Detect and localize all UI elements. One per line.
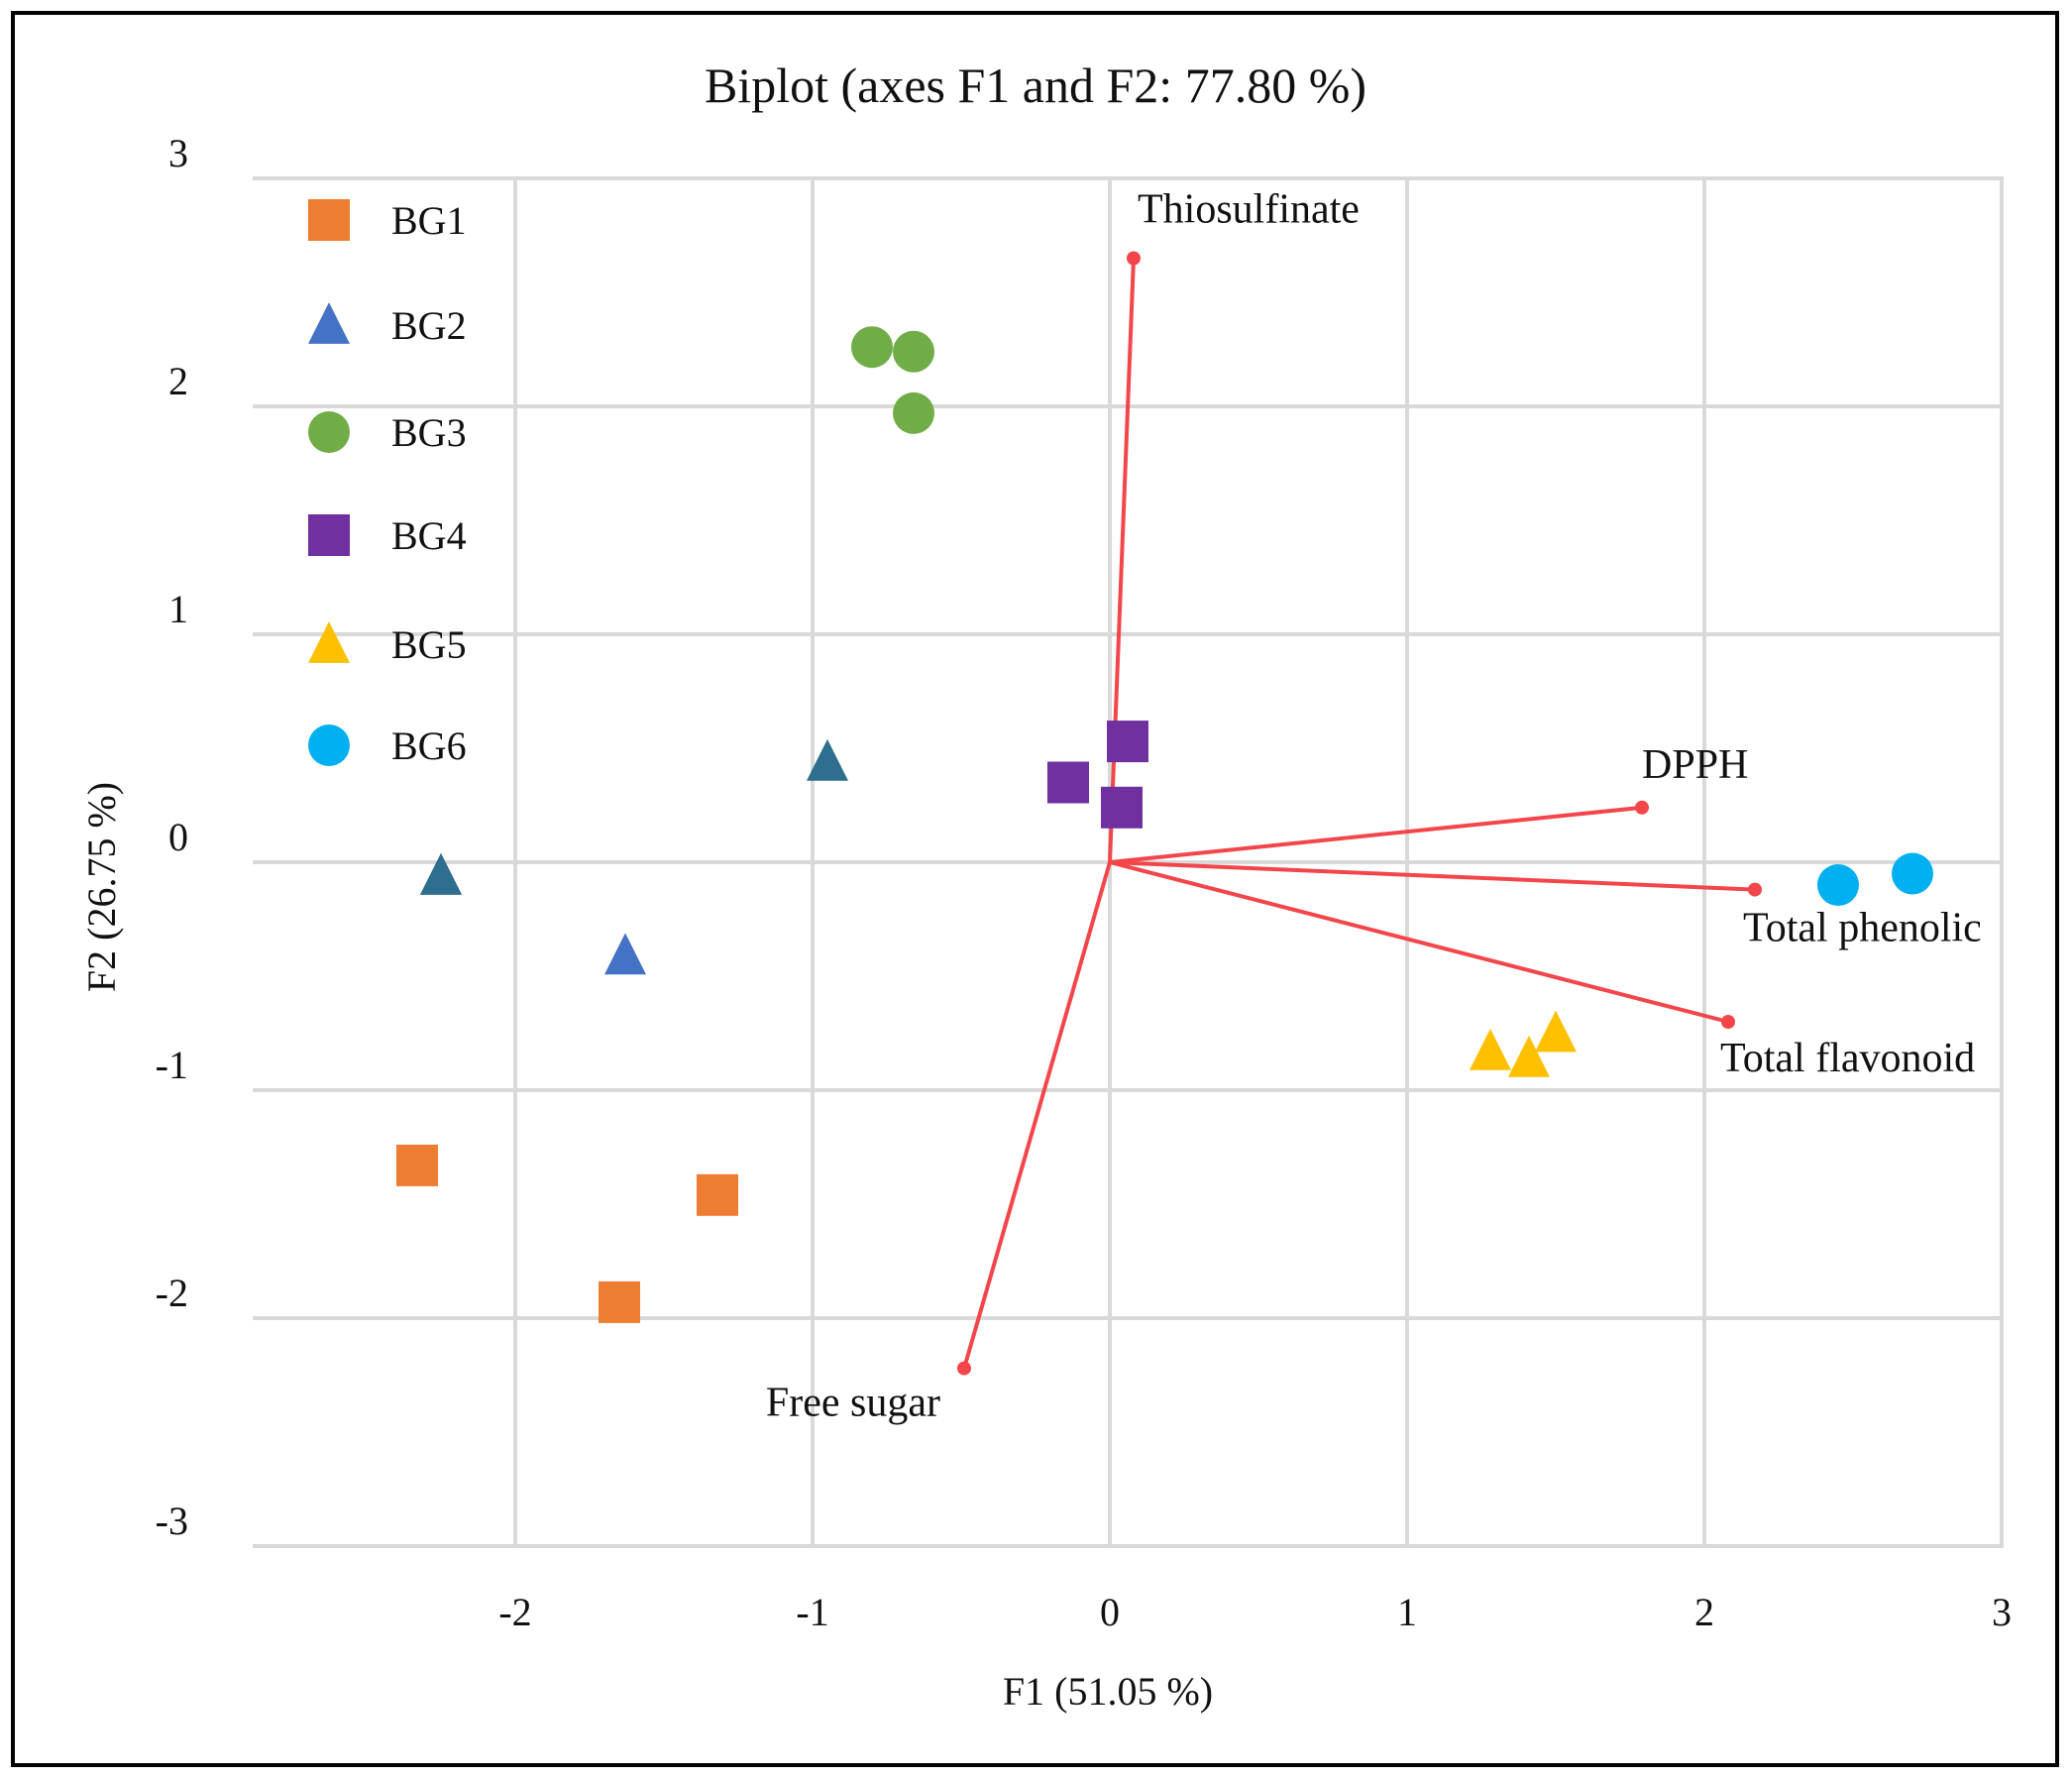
legend-marker-bg5: [308, 621, 350, 663]
y-axis-label: F2 (26.75 %): [79, 782, 124, 992]
legend-label: BG2: [391, 303, 467, 348]
x-tick-label: 3: [1992, 1590, 2012, 1634]
y-tick-label: 3: [168, 131, 188, 175]
x-tick-label: -1: [796, 1590, 828, 1634]
vector-line: [962, 861, 1112, 1370]
vector-endpoint: [957, 1361, 971, 1376]
legend-label: BG3: [391, 410, 467, 455]
y-tick-label: -1: [156, 1043, 188, 1087]
y-tick-label: 1: [168, 587, 188, 631]
legend-label: BG1: [391, 198, 467, 243]
point-bg5: [1508, 1035, 1550, 1077]
vector-line: [1109, 860, 1756, 892]
y-tick-label: -3: [156, 1499, 188, 1543]
legend-marker-bg4: [308, 514, 350, 556]
legend-marker-bg1: [308, 199, 350, 241]
vector-label: Thiosulfinate: [1138, 187, 1360, 233]
vector-label: Free sugar: [766, 1381, 940, 1426]
legend-label: BG5: [391, 622, 467, 667]
point-bg6: [1892, 852, 1933, 895]
tick-labels: -2 -1 0 1 2 3 3 2 1 0 -1 -2 -3: [156, 131, 2012, 1634]
x-axis-label: F1 (51.05 %): [1003, 1669, 1213, 1714]
vector-endpoint: [1127, 251, 1141, 266]
x-tick-label: 2: [1694, 1590, 1714, 1634]
point-bg2-dark: [420, 852, 462, 895]
point-bg3: [893, 391, 934, 434]
vector-line: [1109, 860, 1729, 1024]
vector-label: Total flavonoid: [1720, 1036, 1975, 1081]
y-tick-label: -2: [156, 1271, 188, 1315]
point-bg4: [1047, 761, 1089, 804]
figure-frame: [11, 11, 2059, 1767]
point-bg5: [1470, 1029, 1511, 1070]
point-bg4: [1101, 786, 1143, 829]
data-points: [396, 326, 1933, 1323]
legend-marker-bg6: [308, 724, 350, 766]
point-bg2: [604, 933, 646, 975]
point-bg1: [697, 1173, 738, 1216]
y-tick-label: 0: [168, 815, 188, 859]
x-tick-label: 1: [1397, 1590, 1417, 1634]
legend-marker-bg2: [308, 302, 350, 344]
point-bg2-dark: [807, 738, 848, 781]
point-bg3: [851, 326, 893, 369]
legend-marker-bg3: [308, 411, 350, 453]
vector-endpoint: [1721, 1015, 1735, 1029]
point-bg1: [396, 1144, 438, 1186]
point-bg6: [1817, 864, 1859, 906]
vector-line: [1109, 805, 1643, 864]
legend-label: BG6: [391, 723, 467, 768]
vector-label: Total phenolic: [1743, 906, 1982, 951]
vector-label: DPPH: [1642, 742, 1748, 788]
vector-endpoint: [1635, 800, 1649, 815]
point-bg1: [599, 1280, 640, 1323]
point-bg3: [893, 330, 934, 373]
point-bg4: [1107, 721, 1148, 763]
legend: BG1 BG2 BG3 BG4 BG5 BG6: [308, 198, 467, 768]
x-tick-label: -2: [498, 1590, 531, 1634]
vector-endpoint: [1748, 882, 1762, 897]
x-tick-label: 0: [1100, 1590, 1120, 1634]
y-tick-label: 2: [168, 359, 188, 403]
point-bg5: [1535, 1010, 1577, 1053]
chart-title: Biplot (axes F1 and F2: 77.80 %): [705, 57, 1366, 113]
legend-label: BG4: [391, 513, 467, 558]
